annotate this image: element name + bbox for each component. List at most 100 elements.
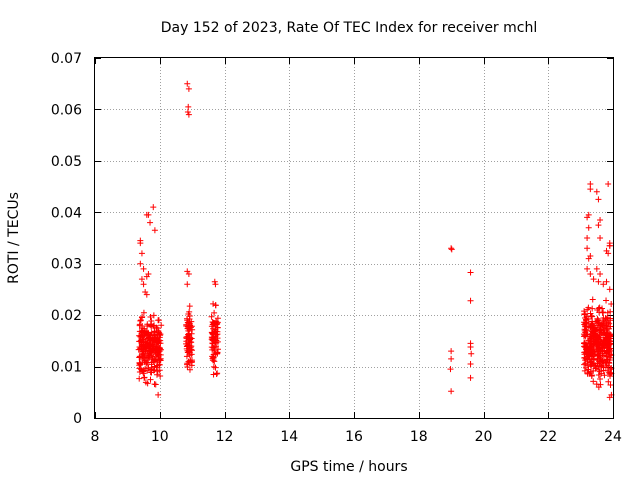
data-point [136,375,143,382]
data-point [141,352,148,359]
data-point [143,291,150,298]
data-point [603,321,610,328]
data-point [188,318,195,325]
data-point [599,305,606,312]
data-point [584,245,591,252]
data-point [607,323,614,330]
data-point [590,276,597,283]
data-point [153,343,160,350]
data-point [211,278,218,285]
data-point [136,332,143,339]
data-point [185,271,192,277]
data-point [599,309,606,316]
data-point [595,278,602,285]
data-point [604,353,611,360]
x-tick-label: 16 [345,429,363,445]
y-tick-label: 0.04 [51,205,82,221]
y-tick-label: 0.07 [51,51,82,67]
data-point [467,361,474,367]
data-point [590,341,597,348]
data-point [448,348,455,355]
data-point [587,181,594,187]
data-point [447,366,454,373]
data-point [150,204,157,211]
data-point [152,357,159,364]
y-tick-label: 0 [73,411,82,427]
data-point [593,188,600,195]
data-point [588,361,595,368]
y-tick-label: 0.05 [51,154,82,170]
data-point [588,372,595,379]
data-point [147,219,154,226]
data-point [147,348,154,355]
data-point [186,303,193,310]
x-tick-label: 24 [604,429,622,445]
data-point [143,330,150,337]
data-point [210,363,217,370]
data-point [591,362,598,369]
data-point [147,369,154,376]
data-point [136,322,143,329]
data-point [153,356,160,363]
data-point [581,321,588,328]
data-point [585,224,592,231]
data-point [187,339,194,346]
data-point [188,335,195,342]
data-point [137,260,144,267]
data-point [186,308,193,315]
data-point [138,342,145,349]
x-tick-label: 8 [91,429,100,445]
data-point [588,328,595,335]
data-point [140,265,147,272]
data-point [596,368,603,375]
data-point [141,325,148,332]
data-point [597,217,604,223]
data-point [598,330,605,337]
data-point [210,354,217,361]
data-point [607,366,614,373]
x-tick-label: 18 [410,429,428,445]
data-point [591,327,598,334]
data-point [584,214,591,221]
axis-ticks: 8 10 12 14 16 18 20 22 24 0 0.01 0.02 0.03 0.04 0.05 0.… [51,51,622,445]
data-point [156,345,163,352]
data-point [140,309,147,316]
data-point [211,309,218,316]
data-point [156,367,163,374]
x-axis-label: GPS time / hours [290,459,407,475]
data-point [144,361,151,368]
data-point [584,306,591,313]
data-point [597,381,604,388]
data-point [606,286,613,293]
grid-lines [95,58,613,418]
data-point [151,363,158,370]
data-point [141,338,148,345]
data-point [587,359,594,366]
data-point [157,346,164,353]
data-point [584,235,591,241]
data-point [587,324,594,331]
data-point [593,265,600,272]
data-point [595,372,602,379]
data-point [582,329,589,336]
data-point [582,320,589,327]
data-point [208,313,215,320]
data-point [142,357,149,364]
data-point [584,265,591,272]
data-point [607,381,614,388]
data-point [136,360,143,367]
x-tick-label: 20 [475,429,493,445]
x-tick-label: 10 [151,429,169,445]
data-point [184,323,191,330]
data-point [186,312,193,319]
data-point [184,364,191,371]
data-point [139,355,146,362]
data-point [600,358,607,365]
data-point [148,359,155,366]
data-point [141,374,148,381]
data-point [597,271,604,277]
data-point [590,378,597,385]
data-point [596,309,603,316]
data-point [448,245,455,252]
